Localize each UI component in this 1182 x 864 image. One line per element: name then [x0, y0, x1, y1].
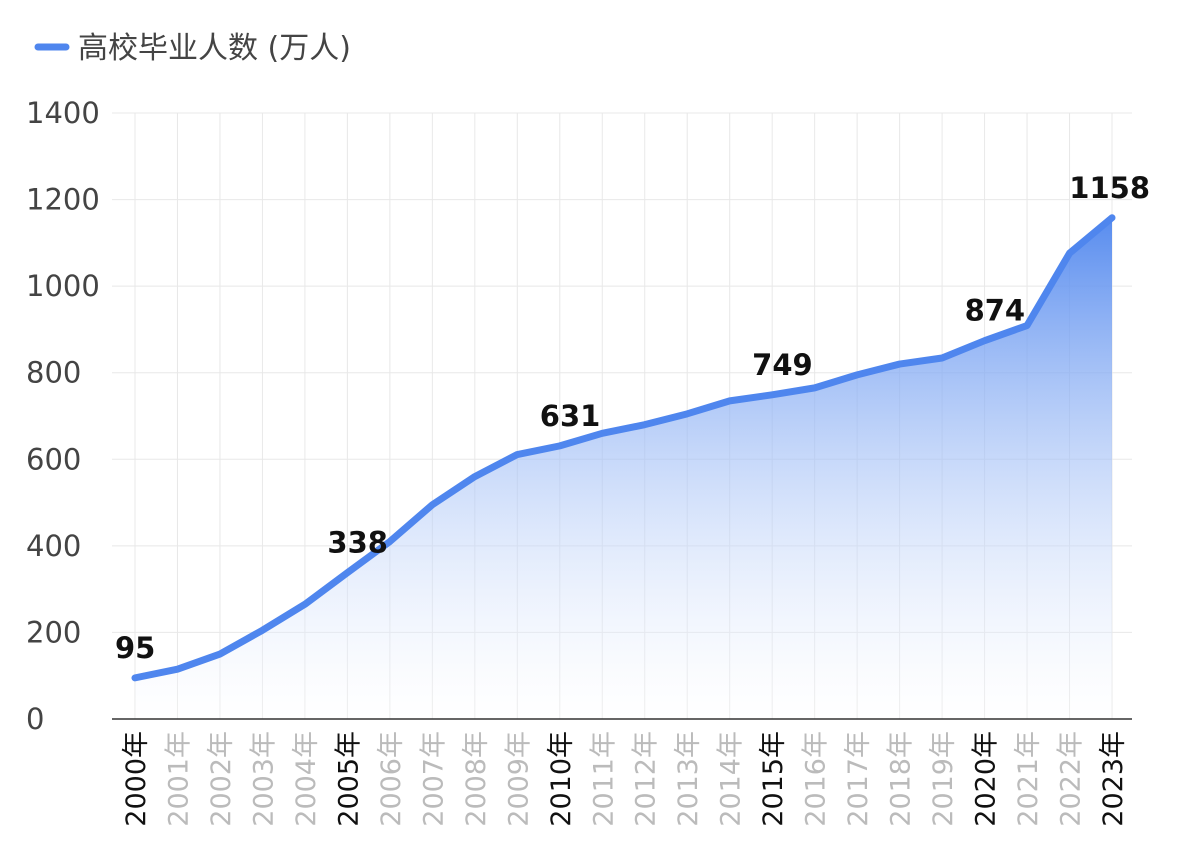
data-point — [176, 668, 178, 670]
data-point — [474, 476, 476, 478]
y-axis: 0 200 400 600 800 1000 1200 1400 — [26, 96, 100, 736]
data-label: 338 — [327, 526, 388, 560]
x-tick-label: 2002年 — [206, 731, 237, 827]
series-line-path — [131, 214, 1116, 682]
x-tick-label: 2001年 — [163, 731, 194, 827]
x-tick-label: 2019年 — [928, 731, 959, 827]
data-point — [1111, 217, 1113, 219]
data-point — [771, 394, 773, 396]
x-tick-label: 2009年 — [503, 731, 534, 827]
data-point — [134, 677, 136, 679]
x-tick-label: 2018年 — [886, 731, 917, 827]
data-label: 749 — [752, 348, 813, 382]
data-point — [814, 387, 816, 389]
data-point — [304, 603, 306, 605]
x-tick-label: 2021年 — [1013, 731, 1044, 827]
x-tick-label: 2004年 — [291, 731, 322, 827]
x-tick-label: 2005年 — [333, 731, 364, 827]
x-tick-label: 2007年 — [418, 731, 449, 827]
y-tick-label: 1400 — [26, 96, 100, 130]
data-point — [1026, 325, 1028, 327]
x-axis: 2000年 2001年 2002年 2003年 2004年 2005年 2006年 2007年… — [121, 731, 1129, 827]
data-label: 1158 — [1069, 171, 1150, 205]
data-label: 874 — [965, 294, 1026, 328]
y-tick-label: 200 — [26, 615, 81, 649]
data-point — [644, 424, 646, 426]
x-tick-label: 2014年 — [716, 731, 747, 827]
x-tick-label: 2013年 — [673, 731, 704, 827]
y-tick-label: 400 — [26, 529, 81, 563]
data-point — [899, 363, 901, 365]
data-point — [941, 357, 943, 359]
x-tick-label: 2000年 — [121, 731, 152, 827]
data-labels: 95 338 631 749 874 1158 — [115, 171, 1150, 665]
data-point — [261, 629, 263, 631]
x-tick-label: 2006年 — [376, 731, 407, 827]
data-point — [856, 374, 858, 376]
x-tick-label: 2017年 — [843, 731, 874, 827]
x-tick-label: 2023年 — [1098, 731, 1129, 827]
area-fill — [135, 217, 1112, 719]
x-tick-label: 2020年 — [971, 731, 1002, 827]
data-point — [431, 504, 433, 506]
y-tick-label: 800 — [26, 356, 81, 390]
y-tick-label: 1000 — [26, 269, 100, 303]
x-tick-label: 2015年 — [758, 731, 789, 827]
data-point — [984, 340, 986, 342]
x-tick-label: 2003年 — [248, 731, 279, 827]
x-tick-label: 2010年 — [546, 731, 577, 827]
data-point — [219, 653, 221, 655]
x-tick-label: 2011年 — [588, 731, 619, 827]
data-label: 631 — [540, 399, 601, 433]
legend-label: 高校毕业人数 (万人) — [78, 31, 351, 66]
data-label: 95 — [115, 631, 155, 665]
data-point — [389, 541, 391, 543]
x-tick-label: 2012年 — [631, 731, 662, 827]
series-line — [131, 214, 1116, 682]
y-tick-label: 1200 — [26, 183, 100, 217]
series-area — [135, 217, 1112, 719]
data-point — [686, 413, 688, 415]
legend: 高校毕业人数 (万人) — [34, 31, 351, 66]
data-point — [601, 432, 603, 434]
data-point — [559, 445, 561, 447]
x-tick-label: 2008年 — [461, 731, 492, 827]
data-point — [346, 572, 348, 574]
y-tick-label: 0 — [26, 702, 44, 736]
y-tick-label: 600 — [26, 442, 81, 476]
data-point — [729, 400, 731, 402]
x-tick-label: 2022年 — [1056, 731, 1087, 827]
x-tick-label: 2016年 — [801, 731, 832, 827]
data-point — [1069, 252, 1071, 254]
data-point — [516, 454, 518, 456]
